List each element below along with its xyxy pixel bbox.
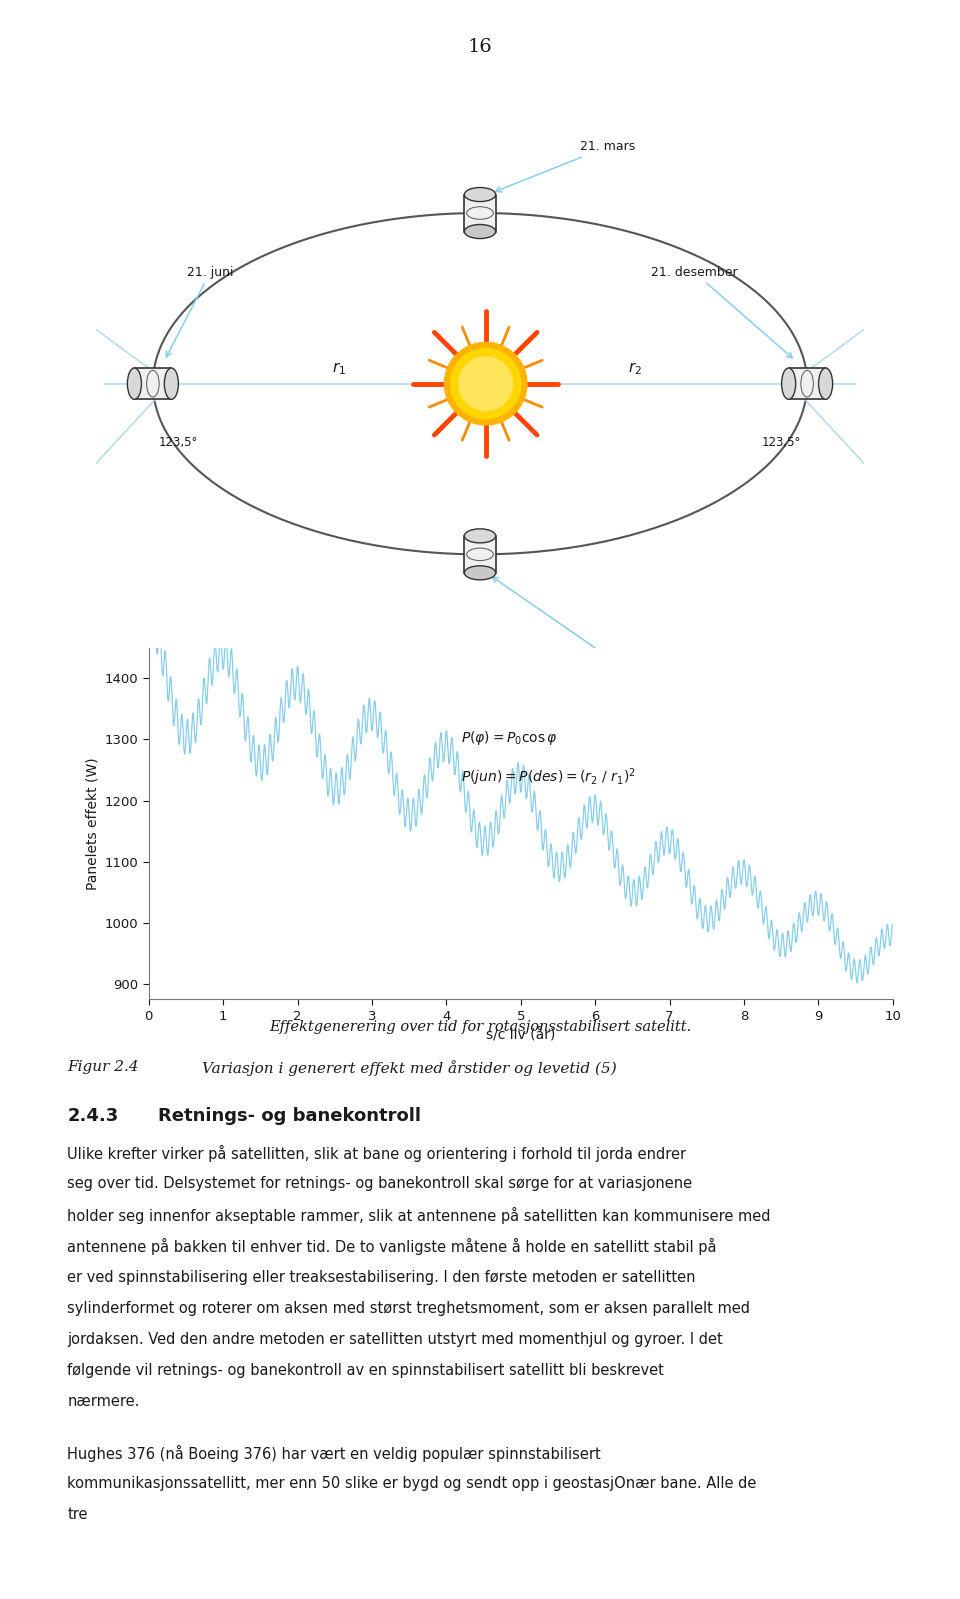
Ellipse shape	[465, 187, 495, 201]
Text: 21. juni: 21. juni	[166, 265, 233, 357]
Text: $P(\varphi )= P_0 \cos \varphi$: $P(\varphi )= P_0 \cos \varphi$	[462, 729, 558, 747]
Text: tre: tre	[67, 1506, 87, 1522]
Circle shape	[444, 342, 527, 425]
Ellipse shape	[465, 566, 495, 580]
Text: 21. mars: 21. mars	[495, 141, 635, 192]
Text: 16: 16	[468, 38, 492, 56]
Y-axis label: Panelets effekt (W): Panelets effekt (W)	[85, 758, 99, 889]
Text: sylinderformet og roterer om aksen med størst treghetsmoment, som er aksen paral: sylinderformet og roterer om aksen med s…	[67, 1302, 750, 1316]
Text: Variasjon i generert effekt med årstider og levetid (5): Variasjon i generert effekt med årstider…	[202, 1060, 616, 1076]
Text: jordaksen. Ved den andre metoden er satellitten utstyrt med momenthjul og gyroer: jordaksen. Ved den andre metoden er sate…	[67, 1332, 723, 1346]
Text: Retnings- og banekontroll: Retnings- og banekontroll	[158, 1107, 421, 1124]
Text: seg over tid. Delsystemet for retnings- og banekontroll skal sørge for at varias: seg over tid. Delsystemet for retnings- …	[67, 1177, 692, 1191]
Ellipse shape	[128, 368, 141, 400]
Text: $r_2$: $r_2$	[628, 360, 642, 377]
Text: 21. september: 21. september	[492, 577, 657, 665]
Text: 21. desember: 21. desember	[651, 265, 792, 358]
Text: $P(jun) = P(des) = (r_2\ /\ r_1)^2$: $P(jun) = P(des) = (r_2\ /\ r_1)^2$	[462, 766, 636, 788]
Text: nærmere.: nærmere.	[67, 1394, 139, 1409]
Text: $r_1$: $r_1$	[332, 360, 346, 377]
Text: 2.4.3: 2.4.3	[67, 1107, 118, 1124]
Text: 123,5°: 123,5°	[158, 437, 198, 449]
Ellipse shape	[819, 368, 832, 400]
Text: 123,5°: 123,5°	[761, 437, 801, 449]
FancyBboxPatch shape	[465, 195, 495, 232]
Ellipse shape	[465, 529, 495, 544]
FancyBboxPatch shape	[134, 368, 172, 400]
Text: holder seg innenfor akseptable rammer, slik at antennene på satellitten kan komm: holder seg innenfor akseptable rammer, s…	[67, 1207, 771, 1225]
Ellipse shape	[164, 368, 179, 400]
Text: er ved spinnstabilisering eller treaksestabilisering. I den første metoden er sa: er ved spinnstabilisering eller treakses…	[67, 1270, 696, 1284]
Text: følgende vil retnings- og banekontroll av en spinnstabilisert satellitt bli besk: følgende vil retnings- og banekontroll a…	[67, 1362, 664, 1378]
Text: Effektgenerering over tid for rotasjonsstabilisert satelitt.: Effektgenerering over tid for rotasjonss…	[269, 1020, 691, 1035]
Ellipse shape	[781, 368, 796, 400]
FancyBboxPatch shape	[788, 368, 826, 400]
Text: antennene på bakken til enhver tid. De to vanligste måtene å holde en satellitt : antennene på bakken til enhver tid. De t…	[67, 1238, 717, 1255]
Text: Figur 2.4: Figur 2.4	[67, 1060, 139, 1075]
Ellipse shape	[465, 224, 495, 238]
Circle shape	[450, 349, 520, 419]
Circle shape	[459, 357, 513, 411]
Text: kommunikasjonssatellitt, mer enn 50 slike er bygd og sendt opp i geostasjOnær ba: kommunikasjonssatellitt, mer enn 50 slik…	[67, 1476, 756, 1490]
X-axis label: s/c liv (år): s/c liv (år)	[486, 1028, 556, 1043]
FancyBboxPatch shape	[465, 536, 495, 572]
Text: Hughes 376 (nå Boeing 376) har vært en veldig populær spinnstabilisert: Hughes 376 (nå Boeing 376) har vært en v…	[67, 1445, 601, 1461]
Text: Ulike krefter virker på satellitten, slik at bane og orientering i forhold til j: Ulike krefter virker på satellitten, sli…	[67, 1145, 686, 1162]
